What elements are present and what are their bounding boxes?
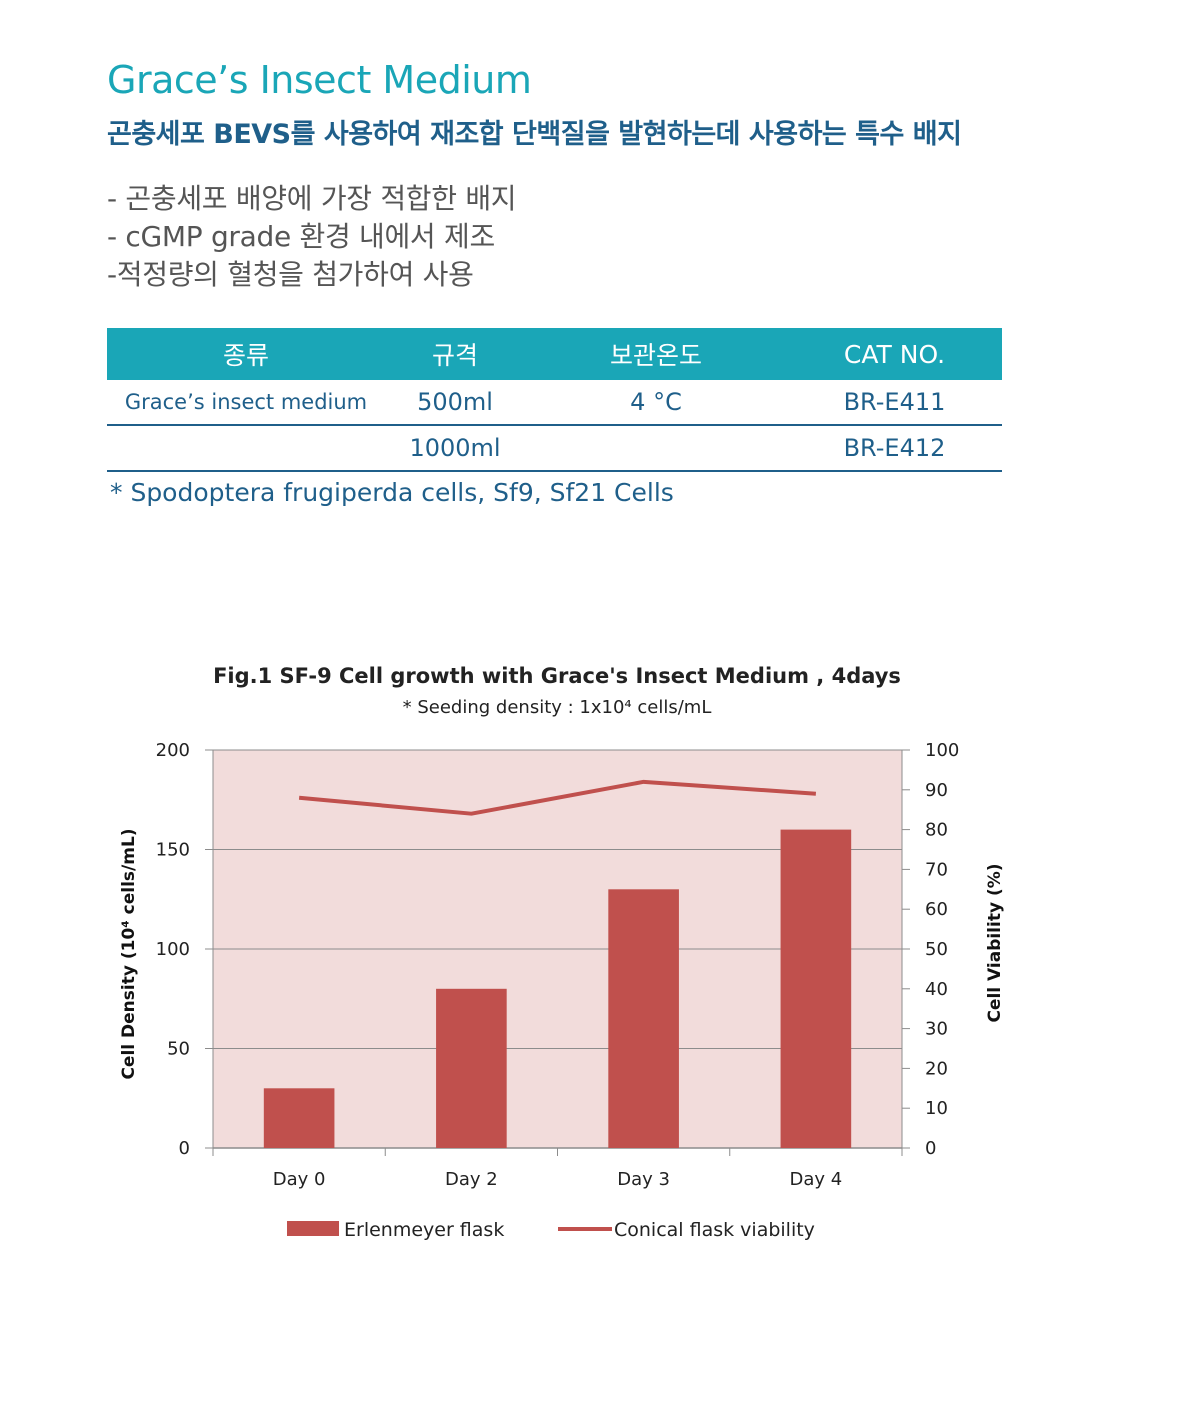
feature-item: - 곤충세포 배양에 가장 적합한 배지 (107, 182, 517, 215)
y2-tick-label: 70 (925, 859, 948, 880)
cell-size: 1000ml (385, 425, 525, 472)
spec-table: 종류 규격 보관온도 CAT NO. Grace’s insect medium… (107, 328, 1002, 472)
viability-line (298, 779, 817, 816)
cell-cat-no: BR-E411 (787, 380, 1002, 426)
cell-product-name: Grace’s insect medium (107, 380, 385, 426)
table-row: 1000ml BR-E412 (107, 425, 1002, 472)
x-tick-label: Day 0 (273, 1169, 326, 1190)
bar (436, 988, 507, 1148)
y2-tick-label: 20 (925, 1058, 948, 1079)
product-subtitle: 곤충세포 BEVS를 사용하여 재조합 단백질을 발현하는데 사용하는 특수 배… (107, 119, 962, 150)
table-header-row: 종류 규격 보관온도 CAT NO. (107, 328, 1002, 380)
bar (263, 1088, 335, 1148)
y-tick-label: 150 (156, 840, 190, 861)
y2-tick-label: 40 (925, 979, 948, 1000)
chart-title: Fig.1 SF-9 Cell growth with Grace's Inse… (213, 664, 901, 688)
y-tick-label: 100 (156, 939, 190, 960)
y2-tick-label: 90 (925, 780, 948, 801)
y2-tick-label: 10 (925, 1098, 948, 1119)
y-tick-label: 200 (156, 740, 190, 761)
cell-product-name (107, 425, 385, 472)
y2-tick-label: 80 (925, 820, 948, 841)
column-header-cat-no: CAT NO. (787, 328, 1002, 380)
column-header-size: 규격 (385, 328, 525, 380)
table-row: Grace’s insect medium 500ml 4 °C BR-E411 (107, 380, 1002, 426)
cell-size: 500ml (385, 380, 525, 426)
x-tick-label: Day 4 (790, 1169, 843, 1190)
y2-tick-label: 0 (925, 1138, 936, 1159)
cell-cat-no: BR-E412 (787, 425, 1002, 472)
y2-tick-label: 50 (925, 939, 948, 960)
y2-tick-label: 30 (925, 1019, 948, 1040)
legend-label-line: Conical flask viability (614, 1219, 815, 1241)
feature-list: - 곤충세포 배양에 가장 적합한 배지 - cGMP grade 환경 내에서… (107, 180, 517, 294)
bar (608, 889, 679, 1148)
y2-tick-label: 100 (925, 740, 959, 761)
feature-item: -적정량의 혈청을 첨가하여 사용 (107, 258, 474, 291)
column-header-type: 종류 (107, 328, 385, 380)
plot-area: 0 50 100 150 200 0 10 20 30 40 50 60 70 80 90 100 Day 0 D… (119, 740, 1005, 1241)
feature-item: - cGMP grade 환경 내에서 제조 (107, 220, 495, 253)
cell-storage-temp: 4 °C (525, 380, 787, 426)
y-tick-label: 0 (179, 1138, 190, 1159)
y-tick-label: 50 (167, 1039, 190, 1060)
footnote: * Spodoptera frugiperda cells, Sf9, Sf21… (110, 478, 674, 507)
bar (780, 829, 852, 1148)
x-tick-label: Day 2 (445, 1169, 498, 1190)
product-title: Grace’s Insect Medium (107, 58, 532, 102)
y2-axis-title: Cell Viability (%) (985, 863, 1005, 1022)
legend-swatch-bar (287, 1221, 339, 1236)
legend-label-bar: Erlenmeyer flask (344, 1219, 504, 1241)
column-header-storage-temp: 보관온도 (525, 328, 787, 380)
cell-storage-temp (525, 425, 787, 472)
y-axis-title: Cell Density (10⁴ cells/mL) (119, 828, 139, 1079)
x-tick-label: Day 3 (617, 1169, 670, 1190)
cell-growth-chart: Fig.1 SF-9 Cell growth with Grace's Inse… (119, 664, 1005, 1241)
y2-tick-label: 60 (925, 899, 948, 920)
chart-subtitle: * Seeding density : 1x10⁴ cells/mL (403, 697, 712, 718)
